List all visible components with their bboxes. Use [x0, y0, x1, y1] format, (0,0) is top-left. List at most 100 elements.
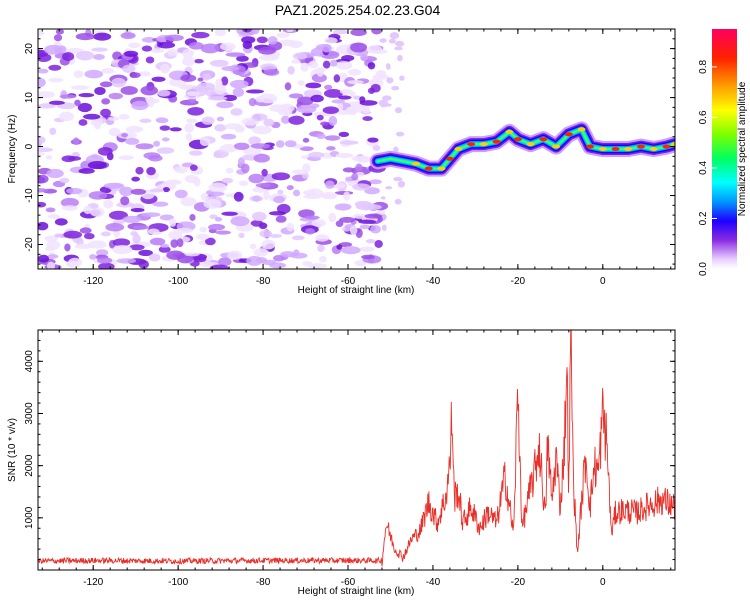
heatmap-ytick-label: 0: [24, 143, 35, 149]
heatmap-noise-blob: [159, 243, 170, 248]
heatmap-noise-blob: [122, 64, 136, 73]
heatmap-noise-blob: [367, 45, 383, 54]
heatmap-noise-blob: [162, 186, 170, 193]
heatmap-noise-blob: [54, 218, 68, 226]
heatmap-ylabel: Frequency (Hz): [7, 115, 18, 184]
heatmap-noise-blob: [251, 125, 272, 135]
heatmap-noise-blob: [46, 261, 56, 269]
heatmap-noise-blob: [185, 133, 193, 141]
heatmap-noise-blob: [361, 254, 375, 260]
heatmap-noise-blob: [93, 32, 112, 41]
heatmap-noise-blob: [246, 256, 263, 266]
heatmap-noise-blob: [46, 155, 53, 160]
heatmap-noise-blob: [103, 182, 124, 189]
heatmap-noise-blob: [83, 232, 95, 240]
heatmap-noise-blob: [44, 44, 63, 55]
heatmap-noise-blob: [234, 125, 245, 133]
heatmap-noise-blob: [303, 194, 323, 200]
heatmap-noise-blob: [220, 42, 236, 51]
heatmap-noise-blob: [261, 168, 268, 177]
heatmap-noise-blob: [148, 253, 161, 262]
colorbar-label: Normalized spectral amplitude: [737, 81, 748, 216]
heatmap-noise-blob: [305, 82, 322, 89]
heatmap-noise-blob: [146, 166, 156, 176]
heatmap-noise-blob: [46, 168, 64, 179]
heatmap-noise-blob: [167, 48, 179, 57]
heatmap-ridge-peak: [526, 142, 535, 147]
heatmap-ridge-peak: [662, 144, 671, 149]
heatmap-ridge-peak: [598, 147, 607, 151]
heatmap-noise-blob: [108, 127, 121, 137]
heatmap-noise-blob: [59, 94, 77, 99]
heatmap-noise-blob: [166, 250, 185, 260]
heatmap-noise-blob: [238, 180, 249, 186]
heatmap-noise-blob: [286, 222, 295, 232]
heatmap-noise-blob: [79, 227, 92, 234]
heatmap-noise-blob: [311, 219, 326, 227]
heatmap-noise-blob: [332, 29, 349, 35]
heatmap-noise-blob: [38, 188, 49, 193]
heatmap-noise-blob: [263, 190, 270, 201]
heatmap-noise-blob: [232, 87, 245, 97]
heatmap-noise-blob: [292, 189, 301, 197]
heatmap-ridge-peak: [479, 142, 488, 147]
heatmap-noise-blob: [130, 231, 138, 236]
heatmap-noise-blob: [349, 225, 358, 236]
heatmap-noise-blob: [111, 77, 126, 88]
heatmap-noise-blob: [89, 254, 97, 260]
heatmap-noise-blob: [291, 169, 309, 175]
heatmap-noise-blob: [207, 96, 228, 101]
heatmap-noise-blob: [200, 192, 209, 202]
heatmap-noise-blob: [345, 106, 359, 114]
heatmap-noise-blob: [225, 167, 234, 174]
heatmap-noise-blob: [256, 36, 268, 44]
heatmap-noise-blob: [340, 246, 361, 255]
heatmap-xtick-label: -20: [511, 276, 526, 287]
heatmap-noise-blob: [341, 55, 355, 62]
heatmap-noise-blob: [156, 147, 175, 154]
heatmap-noise-blob: [242, 29, 252, 33]
heatmap-noise-blob: [38, 77, 46, 88]
heatmap-noise-blob: [135, 166, 144, 175]
heatmap-noise-blob: [276, 32, 290, 38]
heatmap-noise-blob: [88, 191, 108, 200]
heatmap-noise-blob: [261, 259, 277, 265]
snr-ytick-label: 3000: [24, 402, 35, 425]
heatmap-noise-blob: [362, 204, 382, 211]
heatmap-noise-blob: [55, 29, 65, 35]
heatmap-noise-blob: [275, 215, 287, 223]
heatmap-noise-blob: [221, 66, 239, 72]
heatmap-noise-blob: [131, 100, 149, 111]
heatmap-noise-blob: [184, 123, 194, 133]
heatmap-noise-blob: [297, 80, 305, 86]
heatmap-noise-blob: [105, 223, 125, 232]
heatmap-noise-blob: [263, 68, 280, 76]
heatmap-ridge-peak: [467, 142, 476, 147]
heatmap-noise-blob: [299, 146, 314, 152]
heatmap-noise-blob: [368, 179, 382, 185]
heatmap-noise-blob: [348, 68, 362, 76]
heatmap-noise-blob: [397, 54, 403, 62]
heatmap-noise-blob: [131, 72, 141, 78]
heatmap-noise-blob: [130, 188, 147, 195]
heatmap-noise-blob: [83, 113, 101, 120]
heatmap-noise-blob: [250, 29, 260, 35]
heatmap-noise-blob: [292, 235, 305, 241]
heatmap-noise-blob: [72, 137, 80, 145]
heatmap-noise-blob: [202, 73, 211, 81]
snr-series-line: [38, 330, 675, 567]
heatmap-noise-blob: [381, 224, 387, 232]
heatmap-noise-blob: [160, 63, 171, 74]
heatmap-noise-blob: [350, 42, 368, 53]
snr-panel: -120 -100 -80 -60 -40 -20 0 1000 2000 3000 4000 He…: [7, 329, 676, 597]
heatmap-noise-blob: [325, 180, 335, 189]
colorbar-tick-label: 0.2: [698, 211, 709, 225]
heatmap-noise-blob: [258, 93, 278, 104]
heatmap-noise-blob: [328, 115, 338, 126]
heatmap-noise-blob: [149, 237, 166, 246]
heatmap-noise-blob: [302, 137, 310, 143]
heatmap-noise-blob: [284, 140, 297, 148]
heatmap-noise-blob: [216, 101, 234, 109]
heatmap-noise-blob: [87, 161, 107, 170]
